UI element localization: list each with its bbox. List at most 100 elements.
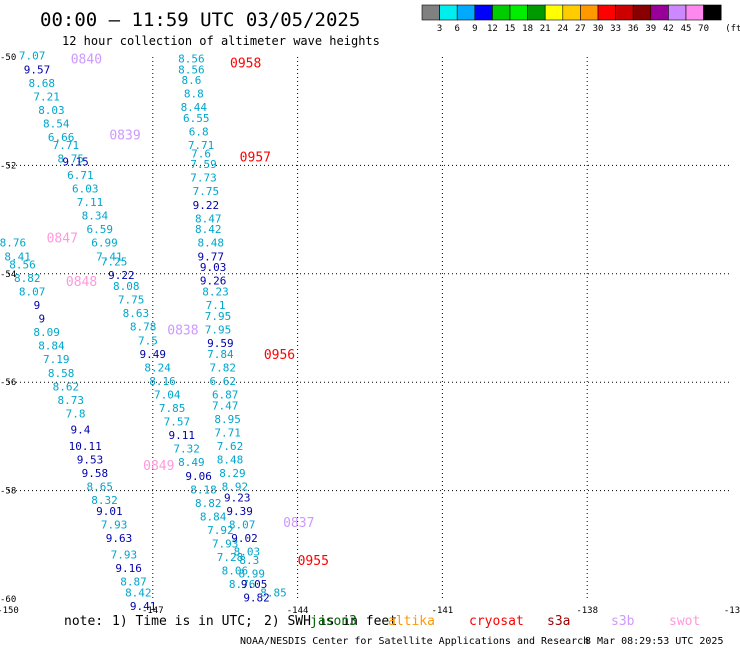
swh-point-label: 8.48 xyxy=(217,454,244,467)
legend-item-jason3: jason3 xyxy=(310,614,357,629)
scale-tick-label: 24 xyxy=(557,24,568,34)
swh-point-label: 8.34 xyxy=(82,210,109,223)
swh-point-label: 7.75 xyxy=(193,185,220,198)
swh-point-label: 7.19 xyxy=(43,353,70,366)
pass-time-label: 0849 xyxy=(143,459,174,474)
swh-point-label: 8.03 xyxy=(234,546,261,559)
pass-time-label: 0847 xyxy=(47,232,78,247)
scale-swatch xyxy=(439,4,458,21)
swh-point-label: 8.23 xyxy=(202,285,229,298)
swh-point-label: 7.04 xyxy=(154,388,181,401)
swh-point-label: 9.41 xyxy=(130,600,157,613)
swh-point-label: 6.66 xyxy=(48,131,75,144)
scale-swatch xyxy=(615,4,634,21)
swh-point-label: 7.62 xyxy=(217,440,244,453)
swh-point-label: 9.49 xyxy=(140,348,167,361)
swh-point-label: 8.16 xyxy=(149,375,176,388)
scale-swatch xyxy=(580,4,599,21)
scale-tick-label: 42 xyxy=(663,24,674,34)
scale-tick-label: 12 xyxy=(487,24,498,34)
swh-point-label: 9.22 xyxy=(193,199,220,212)
swh-point-label: 7.92 xyxy=(207,524,234,537)
swh-point-label: 9.06 xyxy=(185,470,212,483)
swh-point-label: 8.76 xyxy=(229,578,256,591)
swh-point-label: 8.09 xyxy=(33,326,60,339)
swh-point-label: 8.68 xyxy=(29,77,56,90)
scale-swatch xyxy=(685,4,704,21)
swh-point-label: 9.16 xyxy=(115,562,142,575)
swh-point-label: 8.56 xyxy=(178,63,205,76)
latitude-tick-label: -58 xyxy=(0,487,16,497)
swh-point-label: 6.55 xyxy=(183,112,210,125)
swh-point-label: 8.87 xyxy=(120,575,147,588)
swh-point-label: 9.26 xyxy=(200,275,227,288)
swh-point-label: 8.56 xyxy=(9,258,36,271)
scale-tick-label: 39 xyxy=(645,24,656,34)
note-swh: 2) SWH is in feet xyxy=(264,614,397,629)
scale-swatch xyxy=(474,4,493,21)
pass-time-label: 0848 xyxy=(66,275,97,290)
swh-point-label: 6.99 xyxy=(91,237,118,250)
scale-unit-label: (ft) xyxy=(725,24,740,34)
scale-swatch xyxy=(456,4,476,21)
swh-point-label: 9.23 xyxy=(224,491,251,504)
credit-line: NOAA/NESDIS Center for Satellite Applica… xyxy=(240,636,589,647)
swh-point-label: 8.85 xyxy=(260,586,287,599)
swh-point-label: 8.18 xyxy=(190,483,217,496)
legend-item-s3a: s3a xyxy=(547,614,570,629)
pass-time-label: 0957 xyxy=(240,150,271,165)
pass-time-label: 0840 xyxy=(71,53,102,68)
swh-point-label: 9.39 xyxy=(226,505,253,518)
swh-point-label: 8.92 xyxy=(222,481,249,494)
swh-point-label: 7.28 xyxy=(217,551,244,564)
page-subtitle: 12 hour collection of altimeter wave hei… xyxy=(62,34,380,48)
legend-item-altika: altika xyxy=(388,614,435,629)
latitude-tick-label: -52 xyxy=(0,161,16,171)
swh-point-label: 8.54 xyxy=(43,117,70,130)
latitude-tick-label: -54 xyxy=(0,270,16,280)
swh-point-label: 7.47 xyxy=(212,399,239,412)
swh-point-label: 8.03 xyxy=(38,104,65,117)
swh-point-label: 9.02 xyxy=(231,532,258,545)
swh-point-label: 8.84 xyxy=(38,340,65,353)
swh-point-label: 8.84 xyxy=(200,510,227,523)
swh-point-label: 8.75 xyxy=(57,153,84,166)
swh-point-label: 7.71 xyxy=(214,426,241,439)
longitude-tick-label: -13 xyxy=(724,606,740,616)
swh-point-label: 8.49 xyxy=(178,456,205,469)
swh-point-label: 8.78 xyxy=(130,321,157,334)
swh-point-label: 8.8 xyxy=(184,88,204,101)
swh-point-label: 7.6 xyxy=(191,147,211,160)
swh-point-label: 9 xyxy=(34,299,41,312)
pass-time-label: 0955 xyxy=(298,554,329,569)
pass-time-label: 0958 xyxy=(230,57,261,72)
scale-swatch xyxy=(544,4,564,21)
swh-point-label: 8.24 xyxy=(144,361,171,374)
swh-point-label: 9 xyxy=(38,313,45,326)
swh-point-label: 7.84 xyxy=(207,348,234,361)
scale-tick-label: 18 xyxy=(522,24,533,34)
scale-swatch xyxy=(668,4,687,21)
swh-point-label: 9.82 xyxy=(243,592,270,605)
scale-swatch xyxy=(509,4,528,21)
swh-point-label: 6.59 xyxy=(86,223,113,236)
swh-point-label: 7.41 xyxy=(96,250,123,263)
scale-swatch xyxy=(492,4,511,21)
swh-point-label: 9.57 xyxy=(24,63,51,76)
swh-point-label: 8.73 xyxy=(57,394,84,407)
pass-time-label: 0956 xyxy=(264,348,295,363)
swh-point-label: 8.6 xyxy=(181,74,201,87)
pass-time-labels: 0840 0958 0839 0957 0847 0848 0838 0956 0849 0837… xyxy=(47,53,329,569)
longitude-tick-label: -138 xyxy=(576,606,598,616)
swh-point-label: 9.05 xyxy=(241,578,268,591)
pass-time-label: 0839 xyxy=(109,129,140,144)
swh-point-label: 8.32 xyxy=(91,494,118,507)
legend-item-swot: swot xyxy=(669,614,700,629)
swh-point-label: 7.07 xyxy=(19,50,46,63)
note-utc: 1) Time is in UTC; xyxy=(112,614,253,629)
satellite-legend: jason3 altika cryosat s3a s3b swot xyxy=(310,614,700,629)
swh-point-label: 8.95 xyxy=(214,413,241,426)
